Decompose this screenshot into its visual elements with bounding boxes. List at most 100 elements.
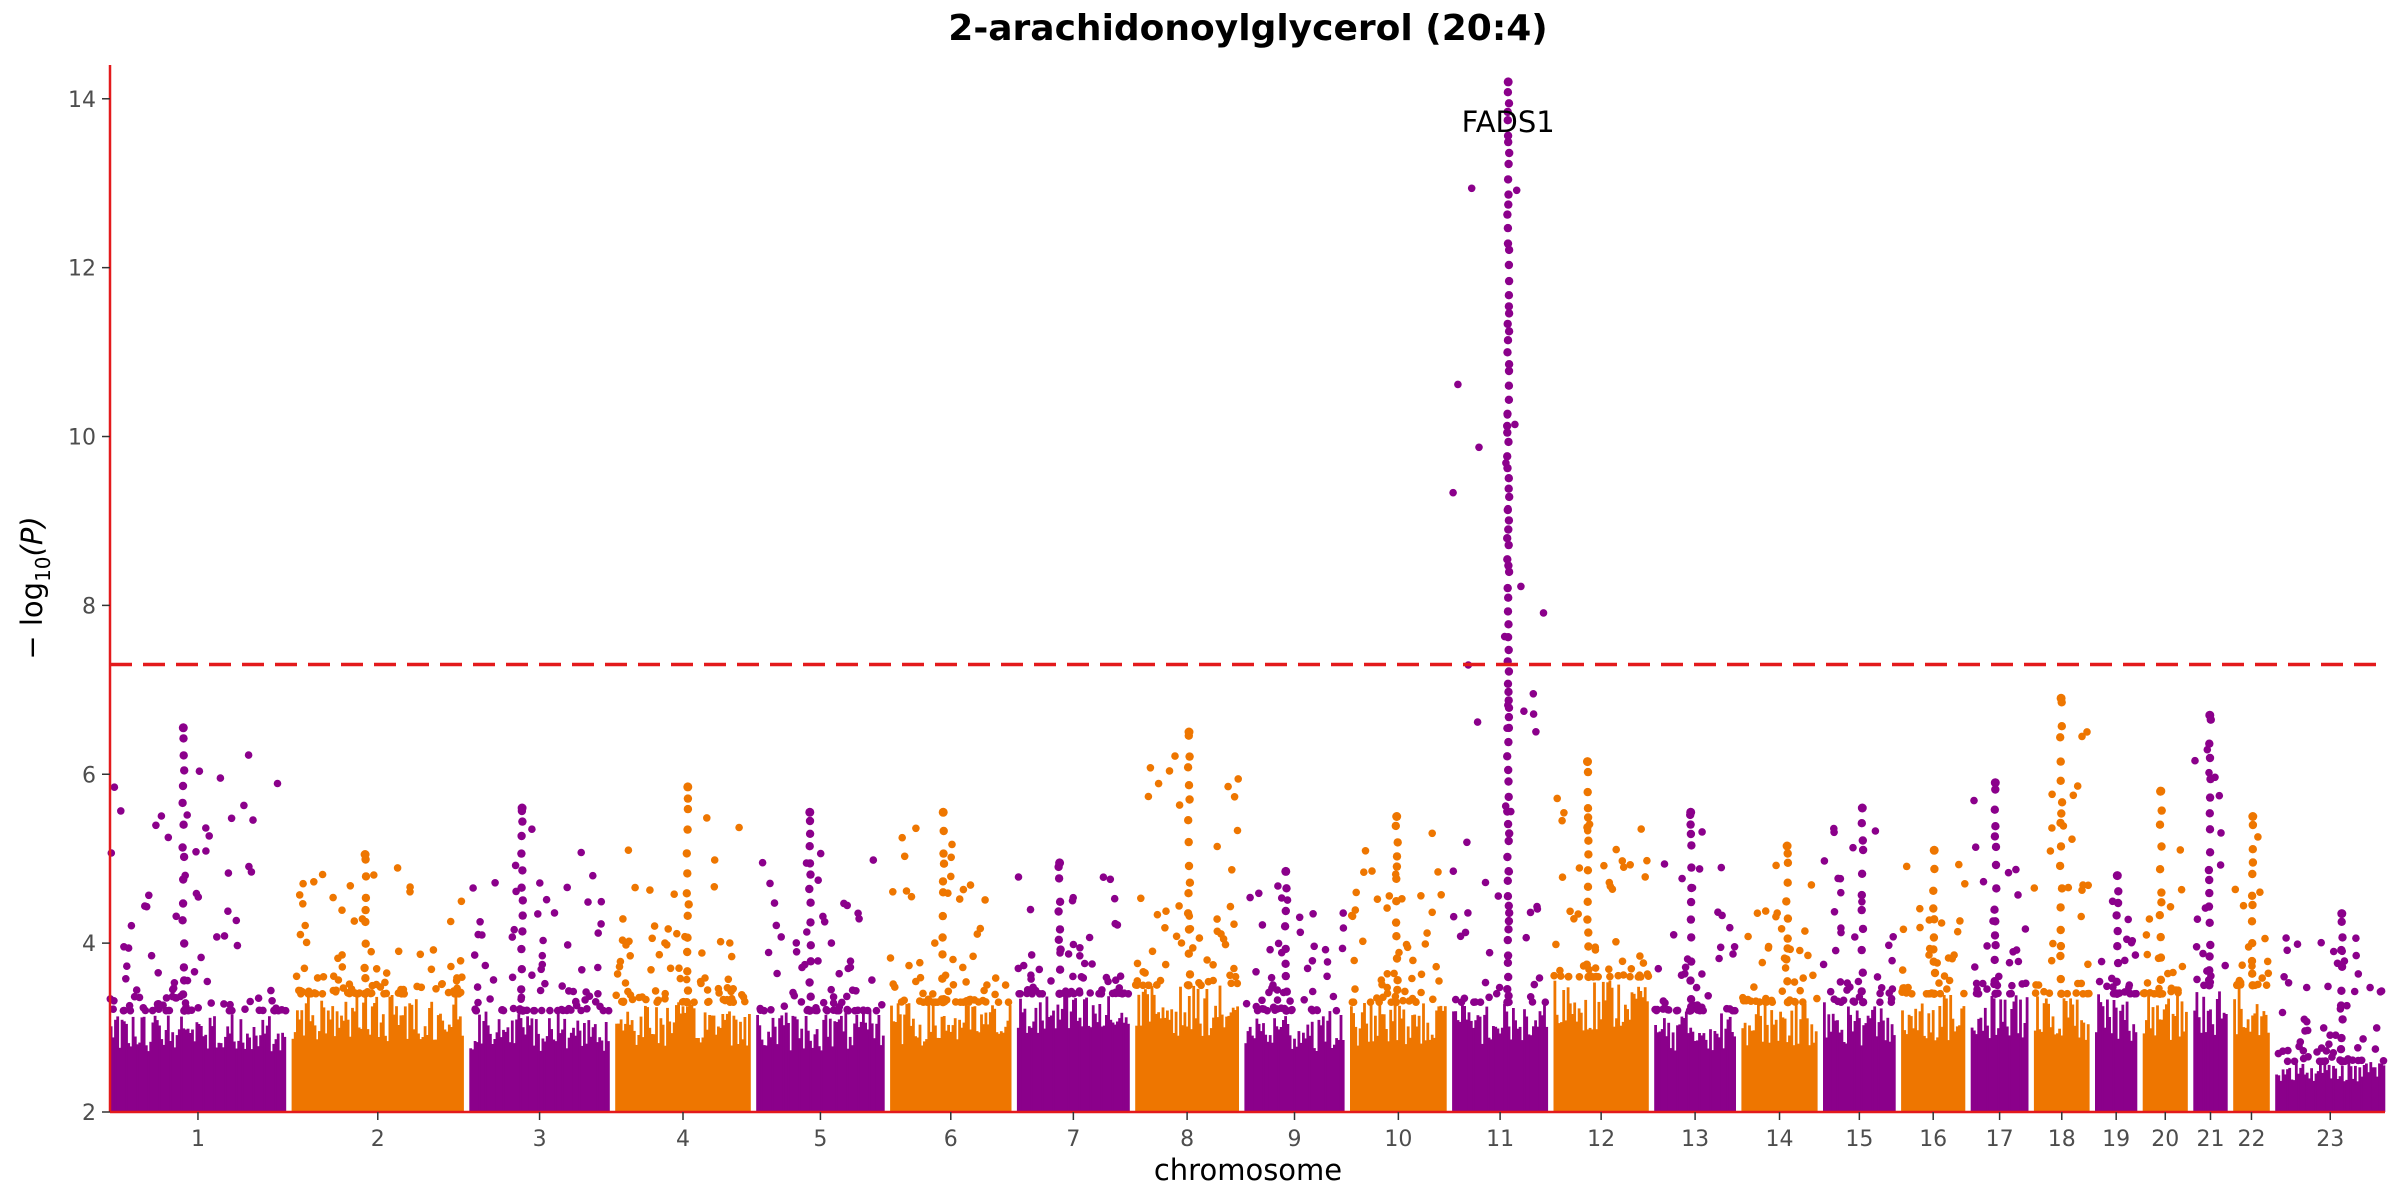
point-band: [1799, 1019, 1803, 1112]
point-band: [2301, 1064, 2305, 1112]
point-band: [379, 1022, 383, 1112]
point-band: [1658, 1031, 1662, 1112]
point-band: [697, 1038, 700, 1112]
peak-point: [178, 723, 188, 733]
point: [676, 974, 685, 983]
point-band: [1063, 995, 1066, 1112]
point: [444, 988, 453, 997]
point: [1783, 934, 1792, 943]
point: [1556, 966, 1564, 975]
point: [1807, 881, 1816, 889]
point: [1678, 874, 1686, 883]
point: [931, 998, 940, 1006]
point: [1338, 944, 1347, 953]
point-band: [1555, 1014, 1559, 1112]
point-band: [804, 1016, 808, 1112]
point-band: [632, 1030, 636, 1112]
point: [1283, 896, 1292, 904]
point-band: [912, 1018, 915, 1112]
point-band: [630, 1020, 634, 1112]
point: [829, 993, 838, 1001]
point-band: [877, 1015, 881, 1112]
y-tick-label: 12: [68, 257, 96, 282]
point: [905, 961, 913, 970]
point-band: [2382, 1065, 2386, 1112]
point-band: [1155, 1013, 1158, 1112]
point-band: [1139, 1025, 1143, 1112]
point-band: [326, 1010, 330, 1112]
point-band: [432, 1039, 436, 1112]
point: [1695, 865, 1704, 873]
point-band: [2008, 1035, 2011, 1112]
point: [1535, 974, 1544, 982]
point-band: [2343, 1081, 2346, 1112]
point-band: [375, 996, 379, 1112]
point: [1504, 712, 1514, 722]
point-band: [1656, 1032, 1660, 1112]
peak-point: [938, 807, 948, 817]
point-band: [1144, 989, 1147, 1112]
point-band: [532, 1045, 536, 1112]
point: [938, 974, 947, 983]
peak-point: [517, 803, 527, 813]
point-band: [1335, 1038, 1338, 1112]
point: [1113, 921, 1122, 929]
point: [1350, 956, 1358, 965]
point: [1836, 978, 1845, 986]
point: [1858, 998, 1868, 1007]
point: [684, 900, 693, 909]
point-band: [293, 1032, 297, 1112]
point: [2155, 865, 2165, 874]
point-band: [217, 1042, 221, 1112]
point: [1940, 972, 1949, 980]
point: [663, 941, 671, 949]
point: [1161, 924, 1169, 932]
point: [1184, 949, 1194, 958]
point: [2064, 883, 2073, 892]
point: [1184, 925, 1194, 934]
point-band: [1032, 1021, 1036, 1112]
point: [1273, 1005, 1282, 1013]
point-band: [962, 1022, 966, 1112]
point: [2157, 898, 2166, 907]
point-band: [929, 1031, 933, 1112]
point-band: [250, 1049, 254, 1112]
point-band: [548, 1018, 551, 1112]
point: [2178, 962, 2187, 971]
point: [178, 798, 187, 808]
point: [1634, 973, 1643, 981]
point: [2205, 753, 2215, 763]
point: [1230, 920, 1238, 928]
point-band: [2167, 998, 2170, 1112]
point: [1955, 860, 1963, 869]
point: [777, 933, 785, 941]
point: [313, 974, 322, 982]
point: [1504, 792, 1513, 802]
point: [1830, 995, 1838, 1003]
point: [696, 977, 705, 986]
point: [690, 998, 698, 1006]
point: [2073, 782, 2082, 790]
point-band: [1877, 1022, 1881, 1112]
point: [1503, 116, 1513, 125]
point-band: [2373, 1067, 2377, 1112]
point: [274, 1006, 283, 1015]
point-band: [2244, 1027, 2248, 1112]
point-band: [1545, 1026, 1549, 1112]
point-band: [1393, 1005, 1397, 1112]
point: [2056, 757, 2065, 766]
point-band: [445, 1031, 449, 1112]
point-band: [712, 1015, 716, 1112]
point: [2004, 868, 2013, 877]
point-band: [1743, 1022, 1747, 1112]
point-band: [964, 1003, 968, 1112]
point: [1641, 873, 1649, 881]
y-tick-label: 14: [68, 88, 96, 113]
point-band: [1641, 997, 1645, 1112]
point: [646, 886, 654, 894]
point: [1184, 981, 1193, 990]
point: [2012, 946, 2021, 954]
point-band: [1089, 1027, 1093, 1112]
point-band: [1159, 1018, 1163, 1112]
point: [301, 921, 310, 930]
